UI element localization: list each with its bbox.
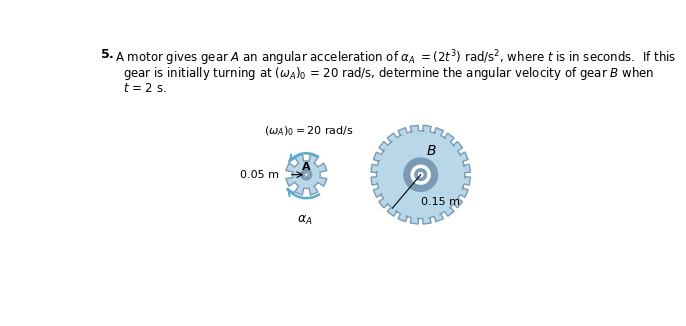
Polygon shape xyxy=(371,125,471,224)
Text: 0.15 m: 0.15 m xyxy=(421,197,460,207)
Text: $t$ = 2 s.: $t$ = 2 s. xyxy=(123,82,167,95)
Circle shape xyxy=(305,173,308,176)
Circle shape xyxy=(415,169,427,181)
Circle shape xyxy=(410,164,431,185)
Text: A motor gives gear $A$ an angular acceleration of $\alpha_A$ $=(2t^3)$ rad/s$^2$: A motor gives gear $A$ an angular accele… xyxy=(115,48,676,68)
Text: $(\omega_A)_0 = 20\ \mathrm{rad/s}$: $(\omega_A)_0 = 20\ \mathrm{rad/s}$ xyxy=(263,125,353,139)
Text: A: A xyxy=(302,162,311,172)
Text: gear is initially turning at $(\omega_A)_0$ = 20 rad/s, determine the angular ve: gear is initially turning at $(\omega_A)… xyxy=(123,65,654,82)
Circle shape xyxy=(418,172,423,177)
Text: B: B xyxy=(427,143,436,157)
Circle shape xyxy=(305,174,307,175)
Circle shape xyxy=(303,171,310,178)
Text: $\alpha_A$: $\alpha_A$ xyxy=(297,214,313,227)
Circle shape xyxy=(301,170,311,180)
Text: 0.05 m: 0.05 m xyxy=(239,170,279,180)
Text: $\mathbf{5.}$: $\mathbf{5.}$ xyxy=(99,48,114,61)
Circle shape xyxy=(404,158,438,191)
Polygon shape xyxy=(286,154,327,195)
